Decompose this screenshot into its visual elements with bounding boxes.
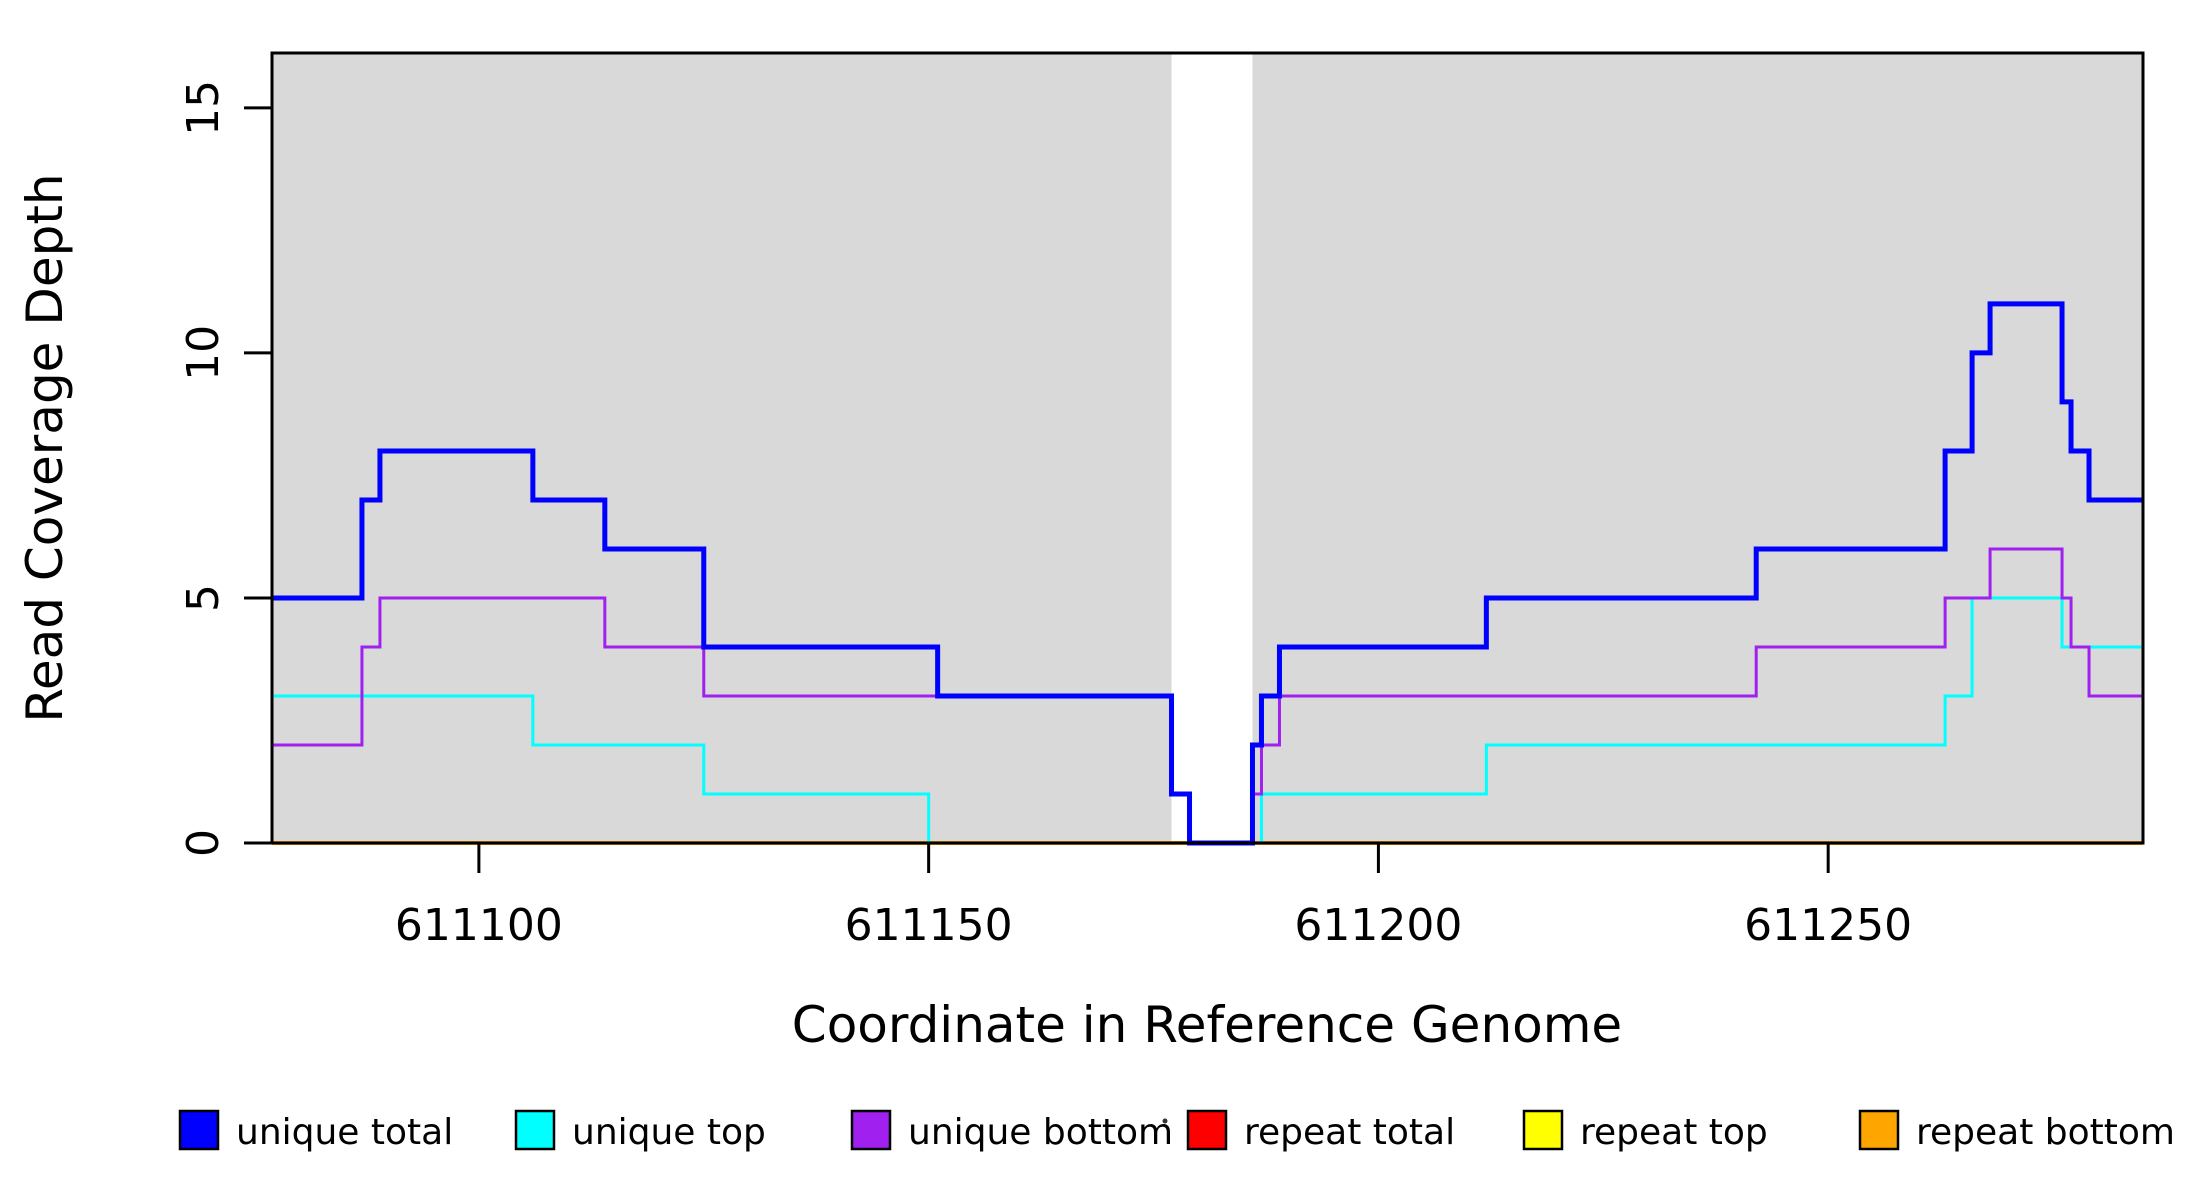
legend-stray-dot	[1162, 1118, 1168, 1124]
y-axis-ticks: 0 5 10 15	[178, 80, 272, 857]
legend-swatch-unique-bottom	[850, 1109, 892, 1151]
series-line-unique-total	[272, 301, 2143, 846]
y-tick-label: 10	[178, 325, 229, 381]
x-tick-label: 611250	[1744, 900, 1912, 951]
legend-swatch-unique-top	[514, 1109, 556, 1151]
y-tick-label: 15	[178, 80, 229, 136]
y-tick-label: 5	[178, 584, 229, 612]
legend-swatch-repeat-total	[1186, 1109, 1228, 1151]
legend-swatch-repeat-top	[1522, 1109, 1564, 1151]
x-axis-title: Coordinate in Reference Genome	[792, 996, 1622, 1054]
x-tick-label: 611200	[1294, 900, 1462, 951]
legend-swatch-repeat-bottom	[1858, 1109, 1900, 1151]
y-axis-title: Read Coverage Depth	[16, 173, 74, 722]
series-line-unique-bottom	[272, 547, 2143, 845]
y-tick-label: 0	[178, 829, 229, 857]
legend: unique total unique top unique bottom repea…	[178, 1109, 2175, 1153]
legend-label-repeat-bottom: repeat bottom	[1916, 1112, 2175, 1153]
x-tick-label: 611150	[845, 900, 1013, 951]
plot-border	[270, 51, 2145, 845]
legend-swatch-unique-total	[178, 1109, 220, 1151]
legend-label-repeat-top: repeat top	[1580, 1112, 1768, 1153]
plot-panels	[272, 53, 2143, 843]
panel-background	[1252, 53, 2143, 843]
legend-label-repeat-total: repeat total	[1244, 1112, 1455, 1153]
legend-label-unique-total: unique total	[236, 1112, 453, 1153]
x-tick-label: 611100	[395, 900, 563, 951]
panel-background	[272, 53, 1172, 843]
x-axis-ticks: 611100 611150 611200 611250	[395, 843, 1912, 951]
legend-label-unique-top: unique top	[572, 1112, 766, 1153]
legend-label-unique-bottom: unique bottom	[908, 1112, 1173, 1153]
